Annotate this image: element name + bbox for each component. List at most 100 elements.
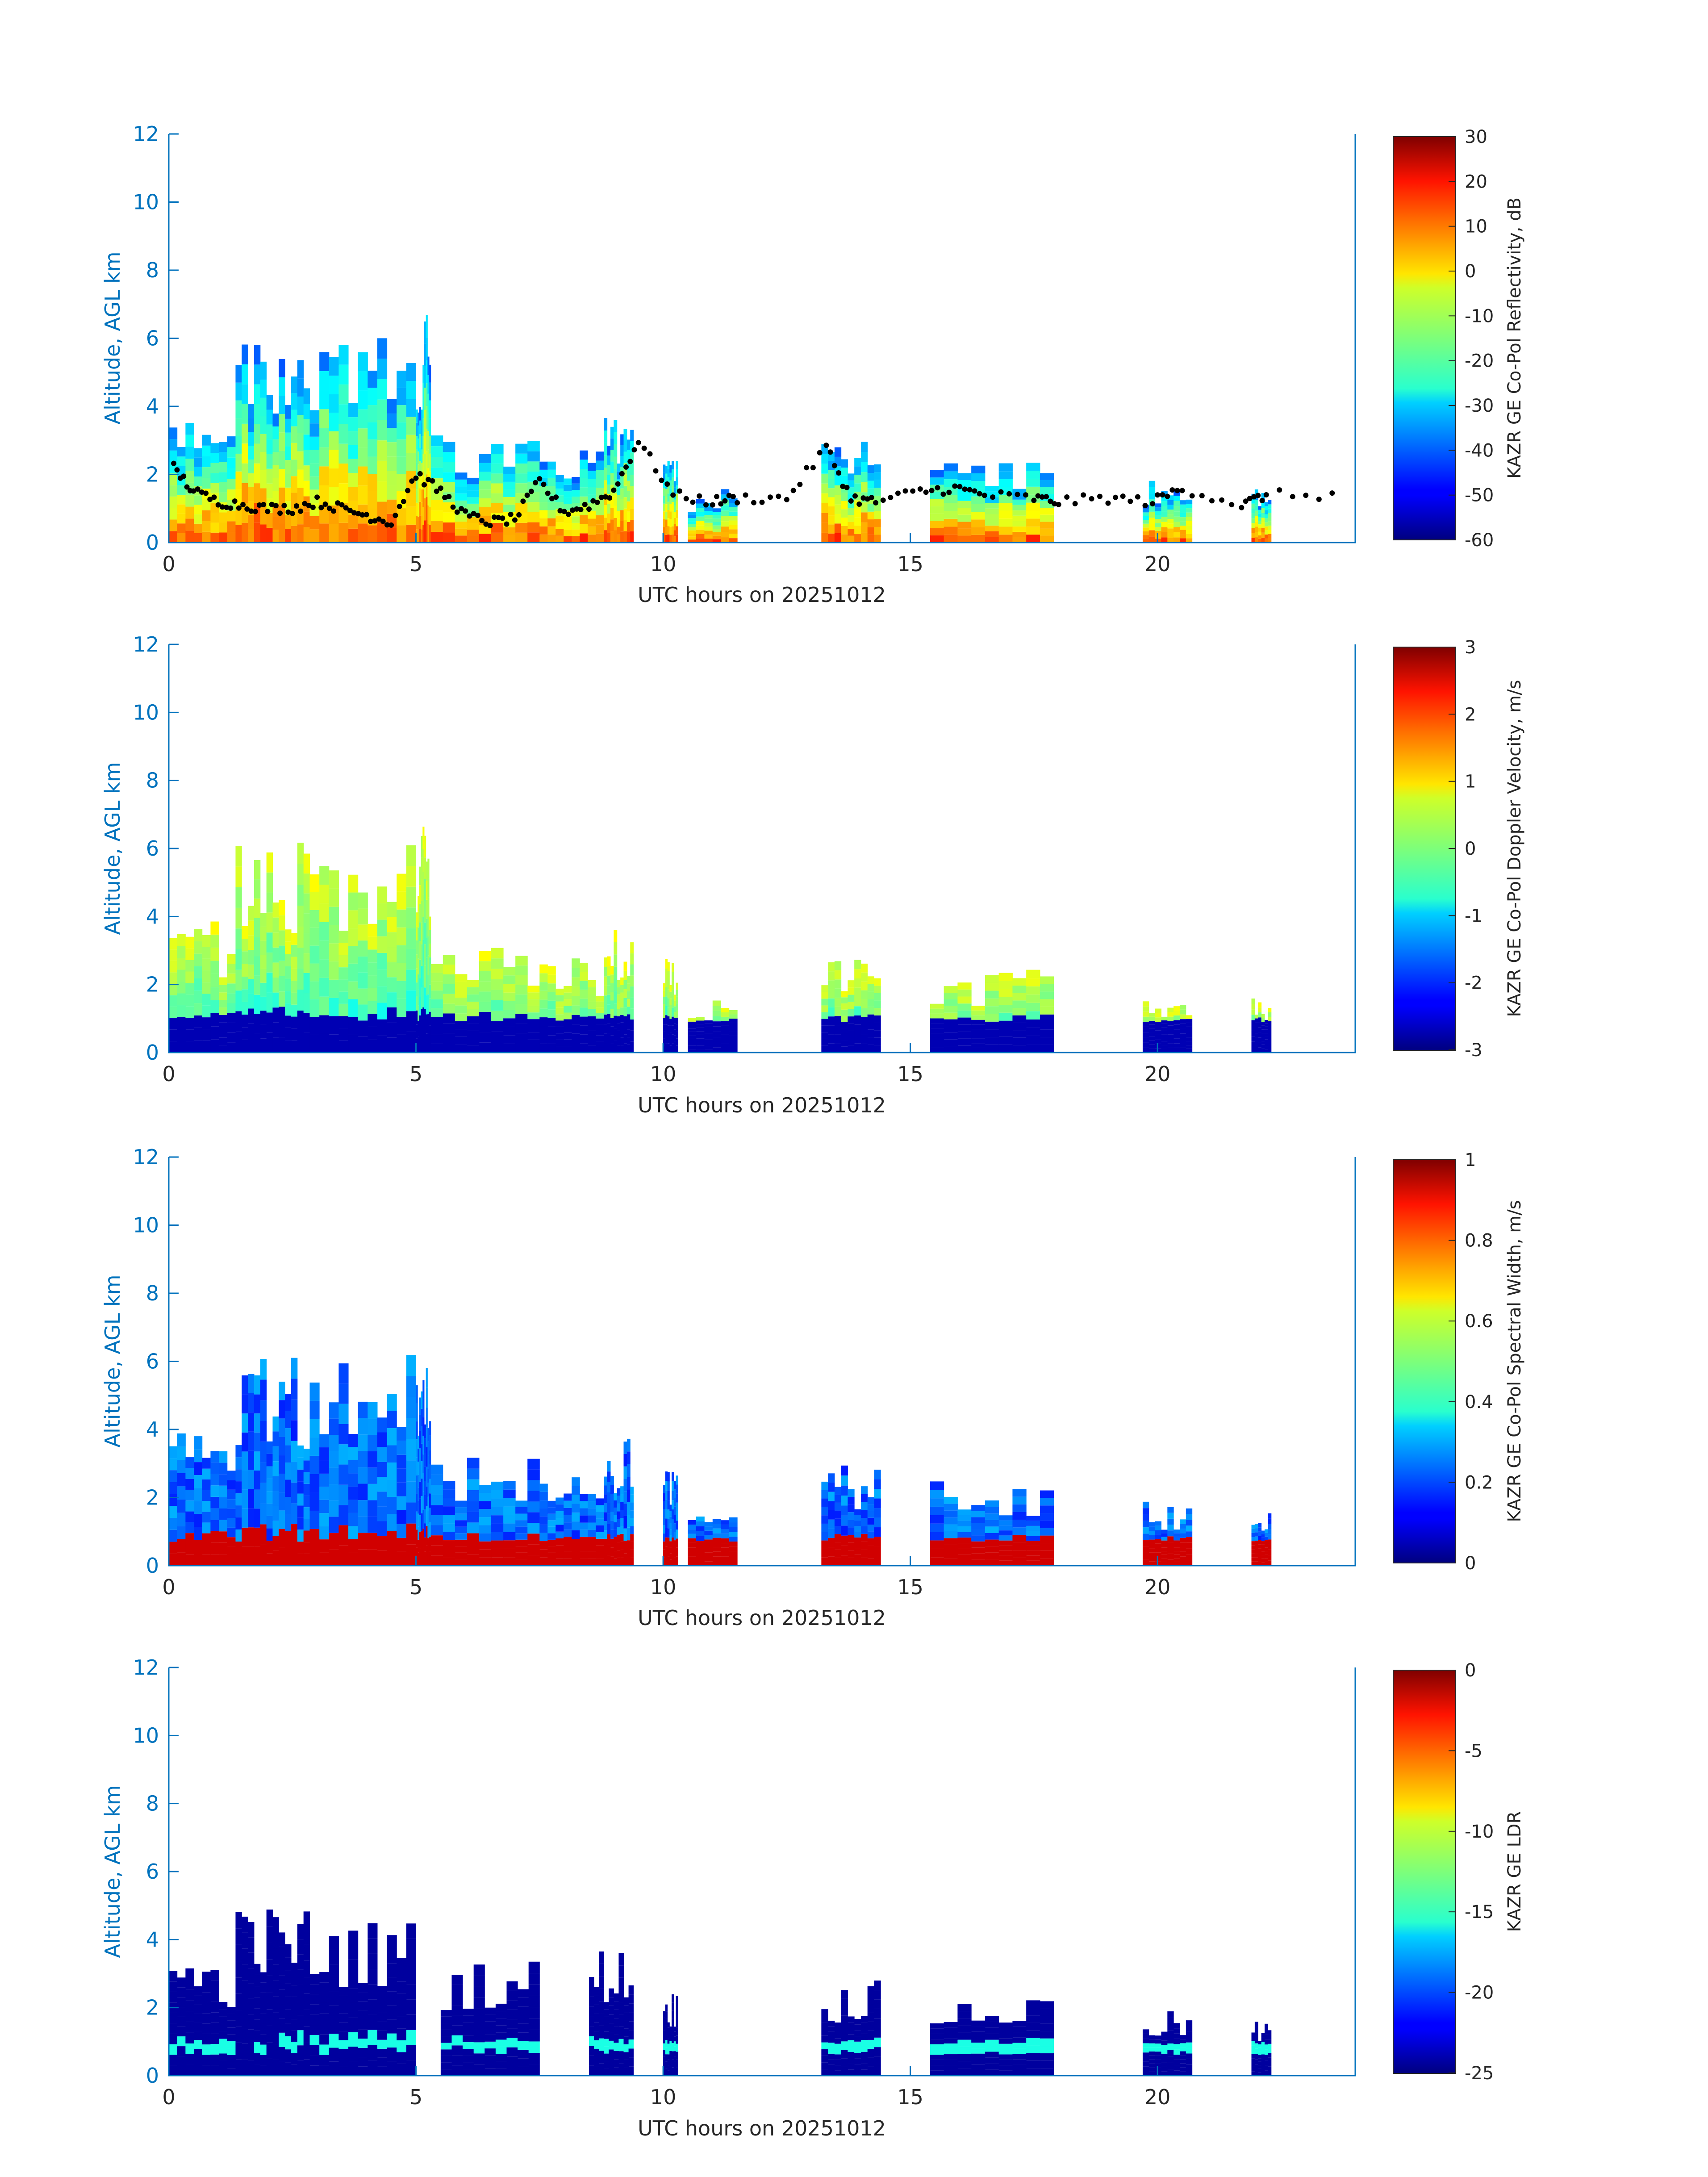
heatmap-cell — [610, 1556, 614, 1566]
heatmap-cell — [985, 2022, 999, 2028]
heatmap-cell — [185, 471, 194, 483]
heatmap-cell — [617, 1488, 621, 1496]
heatmap-cell — [618, 2039, 624, 2052]
heatmap-cell — [1167, 2069, 1174, 2076]
heatmap-cell — [663, 1038, 666, 1046]
heatmap-cell — [1186, 499, 1193, 504]
heatmap-cell — [841, 2033, 848, 2042]
heatmap-cell — [426, 1033, 428, 1053]
heatmap-cell — [169, 1971, 178, 1982]
heatmap-cell — [260, 1421, 267, 1442]
heatmap-cell — [688, 1042, 697, 1046]
heatmap-cell — [348, 2003, 359, 2018]
heatmap-cell — [254, 1014, 261, 1033]
heatmap-cell — [1142, 2052, 1149, 2057]
heatmap-cell — [673, 1489, 677, 1498]
heatmap-cell — [279, 1418, 285, 1437]
heatmap-cell — [421, 502, 423, 516]
heatmap-cell — [406, 907, 417, 928]
heatmap-cell — [491, 1021, 504, 1032]
heatmap-cell — [1040, 2046, 1054, 2054]
heatmap-cell — [422, 418, 425, 436]
heatmap-cell — [377, 522, 388, 543]
heatmap-cell — [1254, 1532, 1258, 1537]
heatmap-cell — [266, 468, 273, 484]
heatmap-cell — [427, 858, 430, 878]
heatmap-cell — [260, 982, 267, 997]
heatmap-cell — [1186, 1537, 1193, 1543]
heatmap-cell — [721, 537, 730, 543]
heatmap-cell — [1167, 1542, 1174, 1548]
heatmap-cell — [555, 1525, 564, 1532]
heatmap-cell — [484, 2068, 496, 2076]
heatmap-cell — [1261, 1548, 1265, 1552]
heatmap-cell — [358, 390, 368, 409]
heatmap-cell — [618, 2002, 624, 2014]
heatmap-cell — [1268, 521, 1272, 526]
heatmap-cell — [623, 989, 627, 998]
heatmap-cell — [617, 518, 621, 527]
y-tick-label: 0 — [146, 1040, 159, 1065]
heatmap-cell — [669, 480, 672, 489]
heatmap-cell — [676, 1017, 678, 1025]
heatmap-cell — [227, 2034, 236, 2042]
heatmap-cell — [676, 461, 678, 469]
heatmap-cell — [235, 1505, 242, 1518]
heatmap-cell — [503, 1035, 516, 1044]
heatmap-cell — [348, 999, 359, 1017]
heatmap-cell — [828, 1016, 835, 1026]
heatmap-cell — [626, 1451, 631, 1464]
heatmap-cell — [297, 1542, 304, 1554]
heatmap-cell — [338, 991, 349, 1004]
heatmap-cell — [194, 2040, 203, 2049]
heatmap-cell — [451, 2025, 463, 2035]
heatmap-cell — [930, 1018, 944, 1024]
heatmap-cell — [617, 1534, 621, 1542]
heatmap-cell — [426, 1487, 428, 1507]
heatmap-cell — [227, 510, 236, 522]
cloud-base-point — [228, 505, 234, 511]
heatmap-cell — [1261, 1045, 1265, 1049]
heatmap-cell — [1161, 1551, 1168, 1555]
y-axis-title: Altitude, AGL km — [100, 251, 125, 424]
heatmap-cell — [834, 1487, 842, 1495]
heatmap-cell — [202, 521, 211, 532]
heatmap-cell — [1179, 1533, 1186, 1538]
heatmap-cell — [589, 2026, 594, 2036]
heatmap-cell — [254, 2064, 261, 2076]
heatmap-cell — [828, 497, 835, 506]
heatmap-cell — [588, 1529, 596, 1537]
heatmap-cell — [696, 529, 705, 534]
cloud-base-point — [545, 490, 551, 496]
heatmap-cell — [1261, 522, 1265, 528]
heatmap-cell — [572, 1513, 580, 1522]
heatmap-cell — [985, 2052, 999, 2058]
heatmap-cell — [848, 1038, 855, 1045]
heatmap-cell — [564, 1039, 572, 1046]
heatmap-cell — [834, 1016, 842, 1025]
heatmap-cell — [580, 478, 588, 488]
cloud-base-point — [269, 501, 275, 507]
heatmap-cell — [588, 479, 596, 487]
heatmap-cell — [266, 1959, 273, 1976]
y-tick-label: 8 — [146, 769, 159, 793]
heatmap-cell — [194, 2058, 203, 2067]
heatmap-cell — [177, 934, 186, 946]
cloud-base-point — [409, 478, 415, 484]
heatmap-cell — [828, 989, 835, 999]
heatmap-cell — [985, 2016, 999, 2022]
heatmap-cell — [572, 490, 580, 497]
heatmap-cell — [614, 456, 618, 469]
heatmap-cell — [672, 2027, 674, 2035]
heatmap-cell — [854, 1006, 861, 1016]
heatmap-cell — [279, 1932, 285, 1947]
heatmap-cell — [416, 1511, 418, 1530]
heatmap-cell — [1261, 2071, 1265, 2076]
heatmap-cell — [834, 1025, 842, 1035]
heatmap-cell — [828, 1547, 835, 1557]
heatmap-cell — [528, 2041, 540, 2053]
heatmap-cell — [867, 2039, 874, 2049]
heatmap-cell — [667, 2060, 670, 2065]
heatmap-cell — [547, 983, 556, 992]
heatmap-cell — [202, 1982, 211, 1993]
